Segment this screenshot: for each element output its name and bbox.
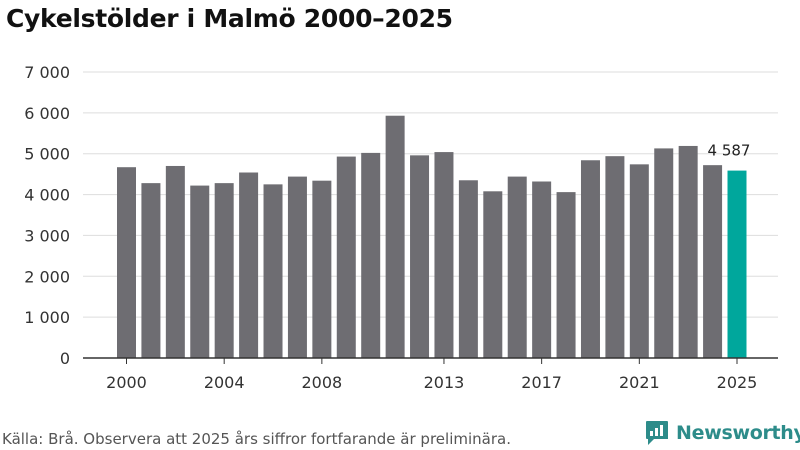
bar — [361, 152, 381, 358]
brand-name: Newsworthy — [676, 422, 800, 444]
bar — [629, 164, 649, 358]
bar — [263, 184, 283, 358]
y-tick-label: 2 000 — [24, 267, 70, 286]
bar — [703, 165, 723, 358]
bar — [580, 160, 600, 358]
bar — [507, 176, 527, 358]
grid-lines — [83, 71, 778, 318]
bar — [287, 176, 307, 358]
y-tick-label: 0 — [60, 349, 70, 368]
bars — [117, 115, 747, 359]
y-tick-label: 3 000 — [24, 226, 70, 245]
bar — [458, 180, 478, 358]
y-tick-label: 6 000 — [24, 104, 70, 123]
y-tick-label: 7 000 — [24, 63, 70, 82]
bar — [214, 183, 234, 358]
bar — [678, 145, 698, 358]
x-tick-label: 2021 — [619, 373, 660, 392]
x-tick-label: 2013 — [424, 373, 465, 392]
chart-title: Cykelstölder i Malmö 2000–2025 — [6, 4, 453, 33]
y-tick-label: 5 000 — [24, 145, 70, 164]
bar — [165, 165, 185, 358]
bar — [434, 152, 454, 358]
data-labels: 4 587 — [708, 142, 751, 160]
x-axis-ticks: 2000 2004 2008 2013 2017 2021 2025 — [106, 358, 757, 392]
x-tick-label: 2017 — [521, 373, 562, 392]
x-tick-label: 2004 — [204, 373, 245, 392]
bar — [239, 172, 259, 358]
source-note: Källa: Brå. Observera att 2025 års siffr… — [2, 430, 511, 448]
newsworthy-logo-icon — [646, 421, 668, 445]
bar — [532, 181, 552, 358]
bar — [117, 167, 136, 358]
bar — [190, 185, 210, 358]
bar — [654, 148, 674, 358]
x-tick-label: 2000 — [106, 373, 147, 392]
bar — [141, 183, 161, 358]
bar — [410, 155, 430, 358]
bar — [483, 191, 503, 358]
y-tick-label: 4 000 — [24, 186, 70, 205]
bar — [605, 156, 625, 358]
y-tick-label: 1 000 — [24, 308, 70, 327]
bar — [556, 192, 576, 358]
bar — [385, 115, 405, 359]
x-tick-label: 2008 — [302, 373, 343, 392]
data-label: 4 587 — [708, 142, 751, 160]
x-tick-label: 2025 — [717, 373, 758, 392]
bar — [336, 156, 356, 358]
bar-highlight — [727, 170, 747, 358]
brand-logo[interactable]: Newsworthy — [645, 420, 800, 446]
y-axis-labels: 0 1 000 2 000 3 000 4 000 5 000 6 000 7 000 — [24, 63, 70, 368]
bar — [312, 180, 332, 358]
bar-chart: 0 1 000 2 000 3 000 4 000 5 000 6 000 7 000 4 5… — [24, 63, 778, 392]
